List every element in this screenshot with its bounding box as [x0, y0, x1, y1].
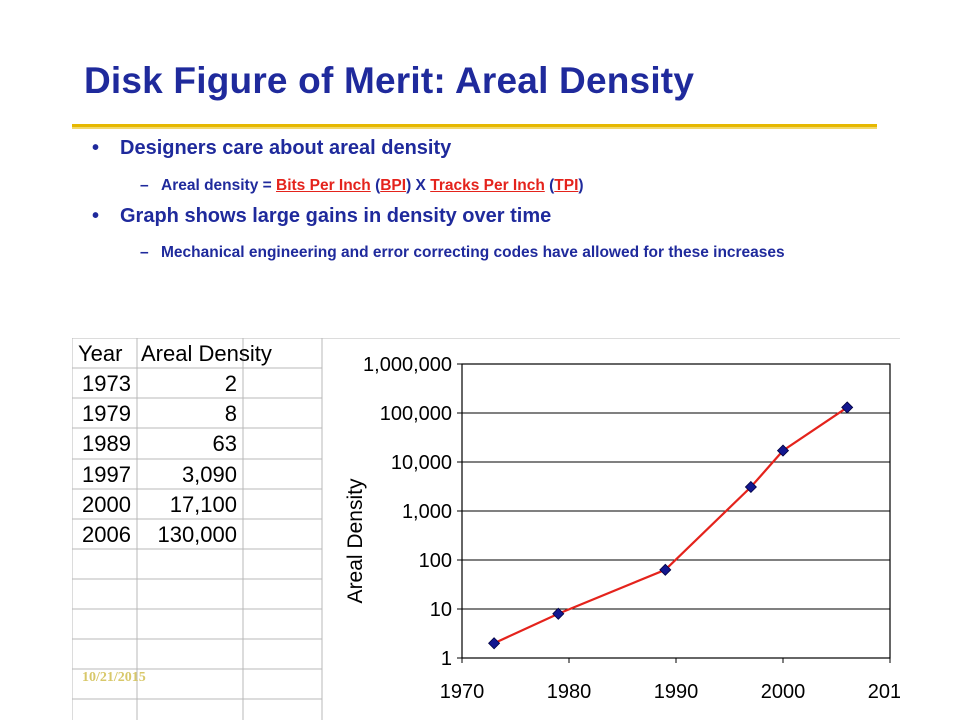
- table-cell-year: 2006: [82, 522, 131, 547]
- bpi-link[interactable]: BPI: [380, 177, 407, 194]
- table-cell-density: 17,100: [170, 492, 237, 517]
- data-point-marker: [552, 607, 565, 620]
- x-tick-label: 2010: [868, 681, 900, 703]
- x-tick-label: 1980: [547, 681, 592, 703]
- bullet-dot: •: [92, 205, 100, 227]
- title-underline: [72, 124, 877, 129]
- y-tick-label: 1: [441, 648, 452, 670]
- bits-per-inch-link[interactable]: Bits Per Inch: [276, 177, 371, 194]
- paren-open-1: (: [370, 177, 381, 194]
- table-cell-year: 1997: [82, 462, 131, 487]
- footer-date: 10/21/2015: [82, 670, 146, 685]
- y-tick-label: 1,000,000: [363, 354, 452, 376]
- table-cell-year: 1979: [82, 401, 131, 426]
- table-header-density: Areal Density: [141, 341, 272, 366]
- table-body: 1973 2 1979 8 1989 63 1997 3,090 2000 17…: [82, 371, 237, 547]
- table-cell-density: 3,090: [182, 462, 237, 487]
- x-tick-label: 2000: [761, 681, 806, 703]
- table-header-year: Year: [78, 341, 122, 366]
- table-cell-density: 8: [225, 401, 237, 426]
- data-point-marker: [744, 480, 757, 494]
- formula-times: ) X: [406, 177, 431, 194]
- sub-bullet-dash: –: [140, 177, 149, 194]
- spreadsheet-figure: Year Areal Density 1973 2 1979 8 1989 63…: [72, 338, 900, 720]
- x-axis-ticks: 1970 1980 1990 2000 2010: [440, 658, 900, 703]
- tpi-link[interactable]: TPI: [554, 177, 579, 194]
- table-cell-density: 130,000: [157, 522, 237, 547]
- y-tick-label: 1,000: [402, 501, 452, 523]
- y-tick-label: 100,000: [380, 403, 452, 425]
- table-cell-year: 2000: [82, 492, 131, 517]
- table-cell-density: 63: [213, 431, 237, 456]
- sub-bullet-dash: –: [140, 244, 149, 261]
- paren-close-2: ): [578, 177, 584, 194]
- data-point-marker: [488, 637, 501, 650]
- x-tick-label: 1970: [440, 681, 485, 703]
- table-cell-year: 1989: [82, 431, 131, 456]
- paren-open-2: (: [544, 177, 555, 194]
- table-cell-year: 1973: [82, 371, 131, 396]
- series-line: [488, 401, 854, 650]
- bullet-2-sub-text: Mechanical engineering and error correct…: [161, 244, 785, 261]
- y-tick-label: 10: [430, 599, 452, 621]
- y-axis-ticks: 1 10 100 1,000 10,000 100,000 1,000,000: [363, 354, 462, 670]
- slide-title: Disk Figure of Merit: Areal Density: [84, 60, 695, 101]
- table-cell-density: 2: [225, 371, 237, 396]
- series-polyline: [493, 406, 848, 645]
- y-tick-label: 10,000: [391, 452, 452, 474]
- data-point-marker: [841, 401, 854, 414]
- bullet-dot: •: [92, 137, 100, 159]
- data-point-marker: [659, 563, 672, 576]
- bullet-1-sub-text: Areal density = Bits Per Inch (BPI) X Tr…: [161, 175, 841, 196]
- spreadsheet-grid: [72, 338, 900, 720]
- x-tick-label: 1990: [654, 681, 699, 703]
- y-tick-label: 100: [419, 550, 452, 572]
- y-axis-title: Areal Density: [344, 478, 367, 603]
- tracks-per-inch-link[interactable]: Tracks Per Inch: [430, 177, 545, 194]
- data-point-marker: [776, 444, 790, 457]
- bullet-1-text: Designers care about areal density: [120, 137, 452, 159]
- areal-density-formula-prefix: Areal density =: [161, 177, 277, 194]
- bullet-2-text: Graph shows large gains in density over …: [120, 205, 552, 227]
